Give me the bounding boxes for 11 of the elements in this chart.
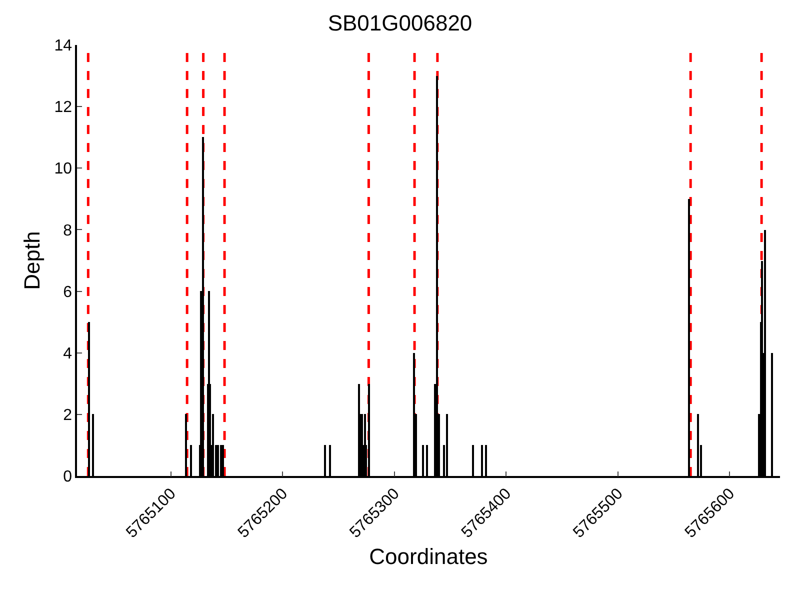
y-tick-label: 2: [63, 407, 72, 424]
y-tick-label: 8: [63, 222, 72, 240]
x-axis-title: Coordinates: [369, 544, 488, 569]
y-tick-label: 6: [63, 284, 72, 301]
y-tick-label: 4: [63, 345, 72, 362]
y-tick-label: 14: [54, 38, 72, 55]
chart-title: SB01G006820: [328, 10, 472, 36]
y-axis-title: Depth: [20, 231, 45, 290]
y-tick-label: 12: [54, 99, 72, 116]
y-tick-label: 0: [63, 468, 72, 486]
y-tick-label: 10: [54, 160, 72, 178]
